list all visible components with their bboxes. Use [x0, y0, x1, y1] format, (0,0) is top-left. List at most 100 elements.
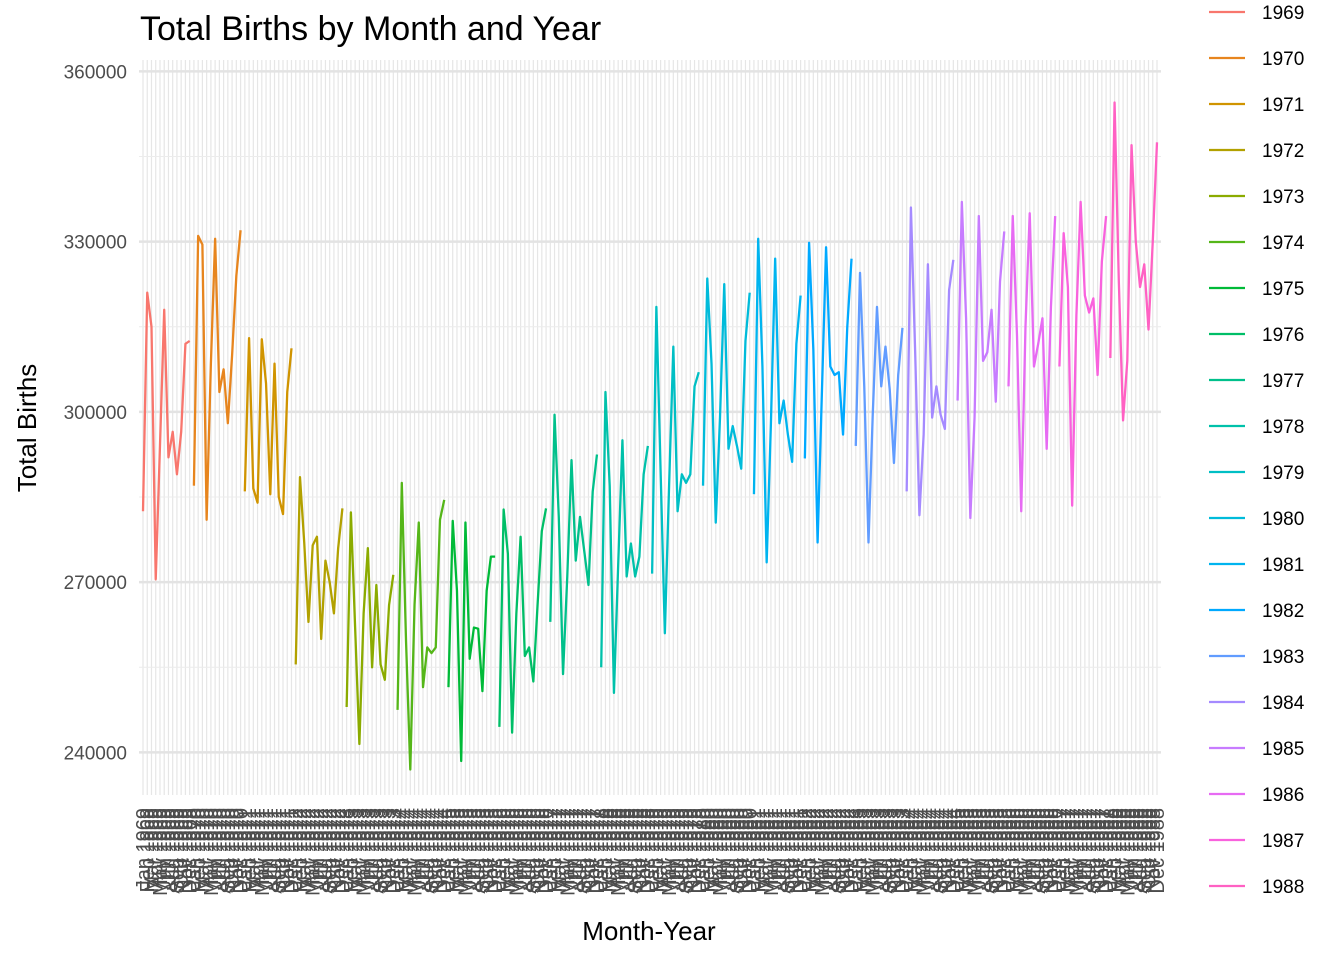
- legend-label-1982: 1982: [1262, 601, 1304, 622]
- x-tick-label: May 1988: [1117, 808, 1139, 896]
- x-tick-label: May 1972: [303, 808, 325, 896]
- series-line-1975: [447, 519, 496, 763]
- x-tick-label: Feb 1973: [341, 808, 363, 893]
- y-tick-label: 300000: [64, 403, 127, 424]
- x-tick-label: Jan 1988: [1100, 808, 1122, 890]
- x-tick-label: Nov 1973: [379, 808, 401, 894]
- legend-label-1975: 1975: [1262, 279, 1304, 300]
- x-tick-label: Apr 1978: [604, 808, 626, 889]
- x-tick-label: Sep 1978: [625, 808, 647, 894]
- x-tick-label: Jan 1971: [235, 808, 257, 890]
- series-line-1969: [141, 291, 191, 581]
- x-tick-label: Dec 1978: [638, 808, 660, 894]
- x-tick-label: Aug 1971: [265, 808, 287, 894]
- series-line-1981: [752, 237, 802, 564]
- series-line-1977: [549, 413, 599, 676]
- x-tick-label: Jan 1976: [489, 808, 511, 890]
- x-tick-label: Nov 1970: [226, 808, 248, 894]
- x-tick-label: Dec 1984: [943, 808, 965, 894]
- x-tick-label: Dec 1977: [587, 808, 609, 894]
- x-tick-label: Jul 1987: [1075, 808, 1097, 884]
- x-tick-label: Aug 1977: [570, 808, 592, 894]
- x-tick-label: Mar 1981: [752, 808, 774, 893]
- x-tick-label: Jul 1973: [362, 808, 384, 884]
- x-tick-label: Feb 1988: [1105, 808, 1127, 893]
- series-line-1984: [905, 206, 955, 517]
- x-tick-label: Aug 1988: [1130, 808, 1152, 894]
- x-tick-label: Aug 1986: [1028, 808, 1050, 894]
- x-tick-label: May 1985: [965, 808, 987, 896]
- x-tick-label: Aug 1976: [519, 808, 541, 894]
- x-tick-label: Nov 1974: [430, 808, 452, 894]
- x-tick-label: Oct 1979: [680, 808, 702, 889]
- x-tick-label: Nov 1983: [888, 808, 910, 894]
- x-tick-label: May 1971: [252, 808, 274, 896]
- x-tick-label: Oct 1977: [578, 808, 600, 889]
- legend-label-1988: 1988: [1262, 877, 1304, 898]
- x-tick-label: Jun 1977: [562, 808, 584, 890]
- x-tick-label: Sep 1970: [218, 808, 240, 894]
- x-tick-label: Oct 1976: [528, 808, 550, 889]
- x-tick-label: Jan 1980: [693, 808, 715, 890]
- x-tick-label: Jun 1985: [969, 808, 991, 890]
- x-tick-label: Dec 1983: [892, 808, 914, 894]
- x-tick-label: Nov 1977: [583, 808, 605, 894]
- legend-label-1986: 1986: [1262, 785, 1304, 806]
- x-tick-label: May 1983: [863, 808, 885, 896]
- series-lines: [141, 101, 1159, 771]
- x-tick-label: Aug 1981: [774, 808, 796, 894]
- x-tick-label: Mar 1985: [956, 808, 978, 893]
- x-tick-label: Apr 1977: [553, 808, 575, 889]
- x-tick-label: Sep 1973: [371, 808, 393, 894]
- x-tick-label: Dec 1973: [383, 808, 405, 894]
- y-tick-label: 240000: [64, 743, 127, 764]
- x-tick-label: Jul 1983: [871, 808, 893, 884]
- y-tick-label: 360000: [64, 62, 127, 83]
- x-tick-label: Jun 1970: [205, 808, 227, 890]
- x-tick-label: May 1969: [150, 808, 172, 896]
- x-tick-label: Jun 1975: [460, 808, 482, 890]
- x-tick-label: Jul 1972: [311, 808, 333, 884]
- x-tick-label: May 1974: [405, 808, 427, 896]
- x-tick-label: Apr 1971: [248, 808, 270, 889]
- x-tick-label: Mar 1975: [447, 808, 469, 893]
- x-tick-label: Aug 1983: [875, 808, 897, 894]
- x-tick-label: Oct 1985: [986, 808, 1008, 889]
- x-tick-label: Jul 1977: [566, 808, 588, 884]
- x-tick-label: Jan 1978: [591, 808, 613, 890]
- x-tick-label: Oct 1975: [477, 808, 499, 889]
- x-tick-label: Sep 1976: [523, 808, 545, 894]
- x-tick-label: Mar 1980: [702, 808, 724, 893]
- x-tick-label: Nov 1976: [532, 808, 554, 894]
- x-tick-label: Feb 1983: [850, 808, 872, 893]
- x-tick-label: Oct 1983: [884, 808, 906, 889]
- legend-label-1981: 1981: [1262, 555, 1304, 576]
- series-line-1974: [396, 481, 446, 771]
- x-tick-label: Nov 1978: [634, 808, 656, 894]
- x-tick-label: Mar 1974: [396, 808, 418, 893]
- x-tick-label: Nov 1986: [1041, 808, 1063, 894]
- x-tick-label: Dec 1972: [332, 808, 354, 894]
- x-tick-label: Jan 1979: [642, 808, 664, 890]
- x-tick-label: Feb 1969: [137, 808, 159, 893]
- x-tick-label: Mar 1978: [600, 808, 622, 893]
- x-tick-label: Jun 1988: [1122, 808, 1144, 890]
- x-tick-label: Jul 1985: [973, 808, 995, 884]
- x-tick-label: Apr 1969: [146, 808, 168, 889]
- x-tick-label: Jul 1970: [209, 808, 231, 884]
- x-tick-label: Jul 1981: [769, 808, 791, 884]
- x-tick-label: Dec 1986: [1045, 808, 1067, 894]
- x-tick-label: Oct 1972: [324, 808, 346, 889]
- x-tick-label: Nov 1969: [175, 808, 197, 894]
- x-tick-label: Feb 1986: [1003, 808, 1025, 893]
- x-tick-label: Sep 1981: [778, 808, 800, 894]
- x-tick-label: Jan 1981: [744, 808, 766, 890]
- x-tick-label: Sep 1985: [982, 808, 1004, 894]
- x-tick-label: Dec 1988: [1147, 808, 1169, 894]
- x-tick-label: May 1975: [455, 808, 477, 896]
- x-tick-label: Jun 1984: [918, 808, 940, 890]
- x-tick-label: Sep 1982: [829, 808, 851, 894]
- x-tick-label: Aug 1969: [163, 808, 185, 894]
- x-tick-label: Jul 1986: [1024, 808, 1046, 884]
